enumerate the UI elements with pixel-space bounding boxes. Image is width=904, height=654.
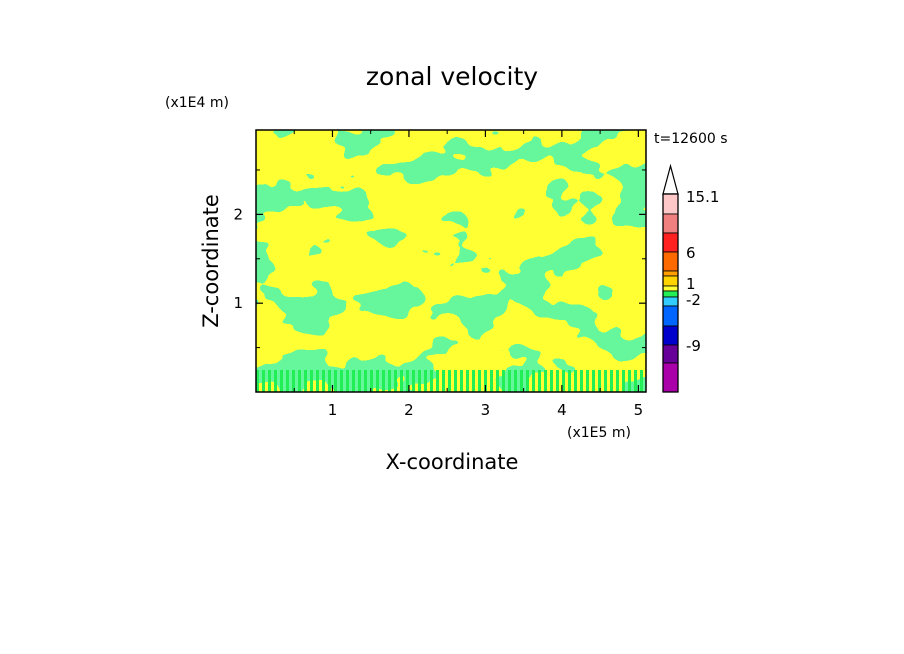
axes-ticks: 1 2 3 4 5 1 2: [233, 130, 646, 419]
colorbar-band: [662, 213, 679, 234]
colorbar-extend-arrow: [662, 163, 679, 195]
colorbar-label: -9: [686, 337, 701, 355]
colorbar-band: [662, 290, 679, 298]
colorbar-label: 1: [686, 275, 696, 293]
field-upper-band: [256, 130, 646, 392]
plot-frame: [255, 129, 647, 393]
time-label: t=12600 s: [654, 131, 728, 147]
colorbar-band: [662, 285, 679, 292]
boundary-layer-pattern: [256, 370, 646, 392]
x-tick-label: 4: [557, 401, 567, 419]
contour-plot: [255, 129, 647, 393]
y-scale-label: (x1E4 m): [165, 95, 229, 111]
chart-title: zonal velocity: [366, 62, 538, 91]
x-axis-label: X-coordinate: [386, 450, 519, 474]
colorbar-band: [662, 251, 679, 272]
colorbar-band: [662, 275, 679, 287]
colorbar-band: [662, 232, 679, 253]
colorbar-band: [662, 344, 679, 364]
colorbar-label: 15.1: [686, 188, 719, 206]
colorbar-band: [662, 193, 679, 215]
y-tick-label: 1: [233, 294, 243, 312]
colorbar-frame: [662, 193, 679, 393]
x-tick-label: 2: [404, 401, 414, 419]
colorbar-label: -2: [686, 291, 701, 309]
colorbar-band: [662, 296, 679, 307]
colorbar-label: 6: [686, 244, 696, 262]
y-tick-label: 2: [233, 205, 243, 223]
x-scale-label: (x1E5 m): [567, 425, 631, 441]
colorbar: 15.1 6 1-2 -9: [662, 163, 719, 393]
x-tick-label: 5: [634, 401, 644, 419]
colorbar-band: [662, 270, 679, 277]
colorbar-band: [662, 362, 679, 393]
x-tick-label: 3: [481, 401, 491, 419]
x-tick-label: 1: [328, 401, 338, 419]
colorbar-band: [662, 305, 679, 327]
y-axis-label: Z-coordinate: [199, 194, 223, 328]
colorbar-band: [662, 325, 679, 346]
